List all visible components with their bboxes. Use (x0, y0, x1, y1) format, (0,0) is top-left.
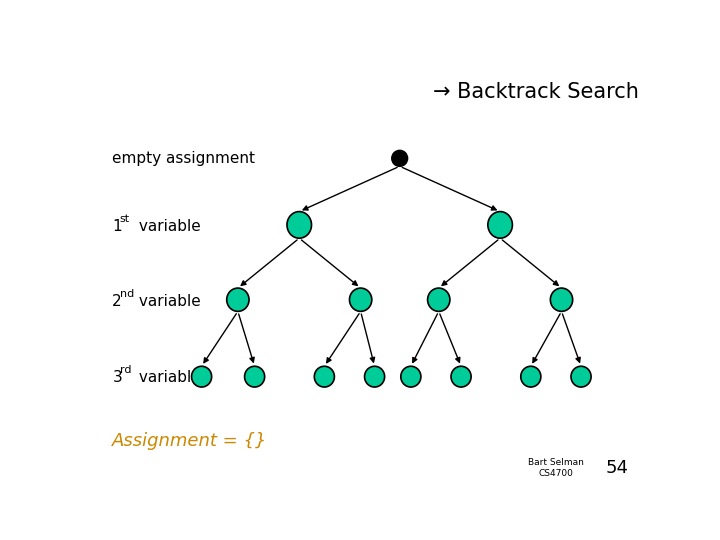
Text: rd: rd (120, 365, 131, 375)
Ellipse shape (364, 366, 384, 387)
Ellipse shape (428, 288, 450, 312)
Text: nd: nd (120, 289, 134, 299)
Ellipse shape (245, 366, 265, 387)
Ellipse shape (550, 288, 572, 312)
Ellipse shape (451, 366, 471, 387)
Text: → Backtrack Search: → Backtrack Search (433, 82, 639, 102)
Text: variable: variable (133, 219, 200, 234)
Ellipse shape (287, 212, 312, 238)
Ellipse shape (401, 366, 421, 387)
Text: empty assignment: empty assignment (112, 151, 256, 166)
Ellipse shape (521, 366, 541, 387)
Ellipse shape (227, 288, 249, 312)
Text: 1: 1 (112, 219, 122, 234)
Ellipse shape (349, 288, 372, 312)
Text: variable: variable (133, 294, 200, 309)
Text: 2: 2 (112, 294, 122, 309)
Ellipse shape (192, 366, 212, 387)
Text: st: st (120, 214, 130, 225)
Text: 3: 3 (112, 370, 122, 385)
Ellipse shape (392, 151, 408, 166)
Ellipse shape (488, 212, 513, 238)
Ellipse shape (315, 366, 334, 387)
Text: 54: 54 (606, 459, 629, 477)
Ellipse shape (571, 366, 591, 387)
Text: Assignment = {}: Assignment = {} (112, 432, 268, 450)
Text: variable: variable (133, 370, 200, 385)
Text: Bart Selman
CS4700: Bart Selman CS4700 (528, 458, 584, 478)
